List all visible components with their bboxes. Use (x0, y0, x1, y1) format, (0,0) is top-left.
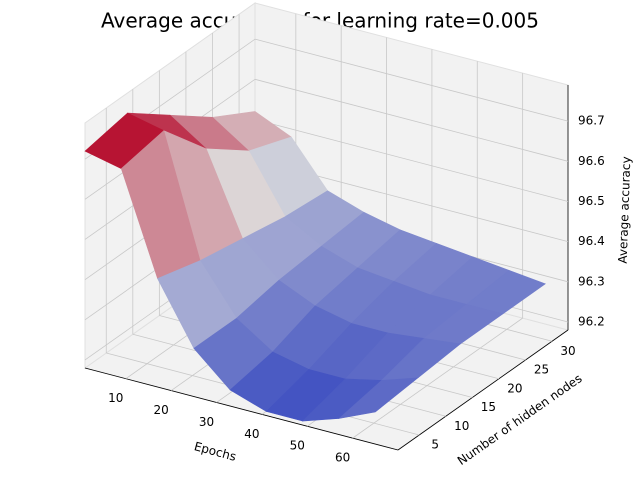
y-tick-label: 20 (507, 381, 522, 395)
x-tick-label: 30 (199, 415, 214, 429)
z-tick-label: 96.2 (578, 314, 605, 328)
y-tick-label: 25 (534, 363, 549, 377)
z-tick-label: 96.6 (578, 154, 605, 168)
z-tick-label: 96.5 (578, 194, 605, 208)
grid-line (254, 119, 569, 202)
y-tick-label: 10 (454, 419, 469, 433)
z-tick-label: 96.4 (578, 234, 605, 248)
y-tick-label: 30 (560, 344, 575, 358)
x-axis-label: Epochs (193, 439, 238, 464)
grid-line (254, 38, 569, 122)
y-tick-label: 15 (481, 400, 496, 414)
y-tick-label: 5 (431, 438, 439, 452)
grid-line (352, 317, 523, 439)
surface-patch (338, 377, 419, 419)
grid-line (254, 78, 569, 162)
axis-line (397, 329, 569, 451)
axis-line (84, 367, 399, 451)
x-tick-label: 40 (244, 427, 259, 441)
x-tick-label: 10 (108, 391, 123, 405)
x-tick-label: 20 (154, 403, 169, 417)
x-tick-label: 50 (290, 439, 305, 453)
z-axis-label: Average accuracy (616, 156, 634, 264)
z-tick-label: 96.7 (578, 114, 605, 128)
x-tick-label: 60 (335, 451, 350, 465)
z-tick-label: 96.3 (578, 274, 605, 288)
